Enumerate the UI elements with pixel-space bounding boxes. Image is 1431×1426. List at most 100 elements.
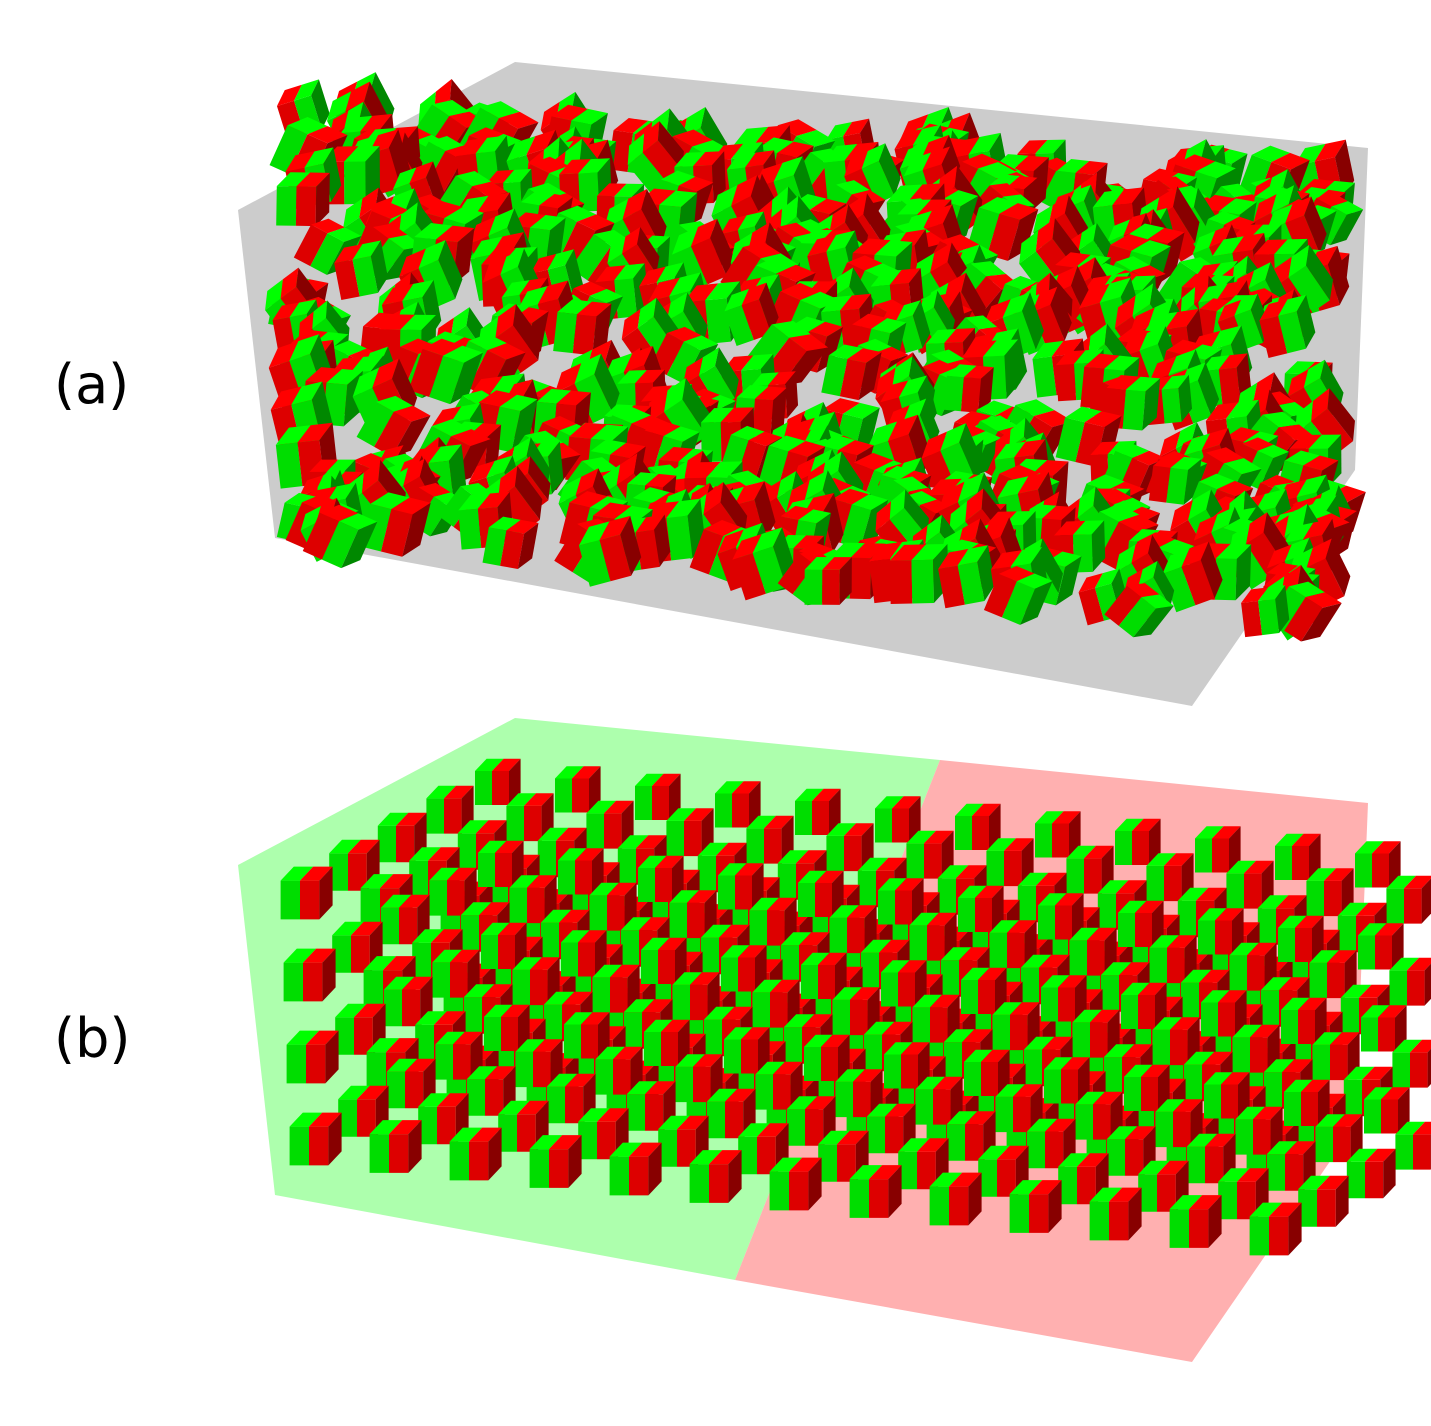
cube-top-face	[326, 482, 356, 503]
cube-top-face	[1031, 460, 1069, 476]
cube-top-face	[622, 226, 641, 254]
cube-top-face	[517, 1100, 549, 1115]
cube-top-face	[415, 1011, 447, 1025]
cube	[675, 1054, 723, 1103]
cube-front-face	[804, 569, 823, 605]
cube-side-face	[720, 482, 748, 537]
cube-top-face	[1003, 194, 1035, 208]
cube-top-face	[639, 266, 666, 287]
cube-top-face	[1010, 547, 1043, 567]
cube-top-face	[777, 141, 814, 158]
cube-top-face	[635, 369, 665, 384]
cube	[1201, 990, 1247, 1037]
cube-front-face	[457, 833, 476, 870]
cube-top-face	[999, 203, 1039, 220]
cube-top-face	[1009, 417, 1026, 449]
cube-side-face	[402, 502, 431, 557]
cube-front-face	[578, 1121, 597, 1160]
cube-top-face	[1316, 192, 1348, 207]
cube-top-face	[623, 999, 655, 1013]
cube-front-face	[983, 573, 1017, 618]
cube-top-face	[1124, 1064, 1153, 1077]
cube-top-face	[919, 290, 938, 317]
cube-top-face	[917, 1138, 949, 1152]
cube-front-face	[415, 1024, 434, 1063]
cube-front-face	[1001, 581, 1036, 625]
cube-top-face	[304, 147, 334, 168]
cube-front-face	[1115, 831, 1132, 865]
cube-top-face	[1359, 984, 1390, 998]
cube-top-face	[351, 921, 383, 936]
cube-top-face	[663, 426, 700, 442]
cube-front-face	[981, 1062, 998, 1096]
cube-front-face	[1164, 865, 1182, 902]
cube-front-face	[626, 1094, 645, 1131]
cube-top-face	[1084, 411, 1122, 427]
cube-top-face	[878, 878, 907, 891]
cube-top-face	[1175, 422, 1197, 449]
cube-top-face	[334, 244, 363, 264]
cube-top-face	[418, 91, 436, 125]
cube-front-face	[738, 1136, 757, 1175]
cube-top-face	[1131, 534, 1153, 563]
cube-front-face	[356, 401, 394, 447]
cube-top-face	[1029, 1180, 1062, 1195]
cube-top-face	[1269, 1202, 1302, 1217]
cube-top-face	[978, 1145, 1010, 1160]
cube-front-face	[777, 553, 815, 595]
cube-top-face	[986, 838, 1016, 851]
cube-top-face	[632, 487, 670, 504]
cube-top-face	[431, 419, 472, 437]
cube-front-face	[1284, 1092, 1301, 1126]
cube-front-face	[1365, 1161, 1384, 1199]
cube-top-face	[648, 464, 687, 481]
cube-top-face	[1361, 1005, 1390, 1018]
cube-front-face	[929, 1186, 949, 1226]
cube-top-face	[578, 521, 610, 546]
cube-front-face	[1244, 873, 1262, 909]
cube-side-face	[1398, 1087, 1410, 1134]
cube-front-face	[815, 883, 832, 917]
cube-top-face	[604, 800, 634, 814]
cube-top-face	[1312, 1032, 1342, 1045]
panel-a-disordered-cubes	[238, 62, 1368, 706]
cube-top-face	[458, 493, 491, 511]
cube	[1306, 868, 1354, 917]
cube-top-face	[370, 492, 410, 510]
cube-front-face	[821, 1047, 838, 1081]
cube-front-face	[405, 1071, 424, 1109]
cube-top-face	[399, 248, 426, 277]
cube-front-face	[458, 508, 482, 550]
cube-front-face	[380, 509, 413, 557]
cube-top-face	[1220, 183, 1253, 198]
cube-front-face	[1075, 1104, 1093, 1140]
cube-top-face	[481, 247, 517, 265]
cube-top-face	[889, 544, 926, 561]
cube-side-face	[683, 292, 708, 345]
cube-front-face	[635, 529, 660, 570]
cube-front-face	[703, 1019, 722, 1057]
cube-front-face	[901, 1054, 918, 1089]
cube-front-face	[1410, 1052, 1428, 1088]
cube-top-face	[352, 240, 381, 260]
cube-top-face	[1311, 388, 1330, 422]
cube-top-face	[1217, 480, 1254, 497]
cube-top-face	[1199, 969, 1230, 983]
cube-top-face	[432, 949, 462, 963]
cube-top-face	[530, 215, 566, 231]
cube-front-face	[1152, 1029, 1170, 1066]
cube-top-face	[1210, 260, 1238, 278]
cube-front-face	[1038, 905, 1055, 940]
cube-top-face	[1115, 256, 1150, 271]
cube-top-face	[627, 472, 659, 486]
cube-top-face	[429, 867, 459, 881]
cube	[1281, 997, 1327, 1044]
cube-top-face	[1381, 1087, 1410, 1100]
cube-front-face	[354, 1017, 373, 1055]
cube-front-face	[435, 1044, 453, 1080]
cube-front-face	[1041, 987, 1058, 1022]
cube-top-face	[1288, 244, 1310, 278]
cube-top-face	[1267, 544, 1292, 569]
cube	[641, 937, 687, 984]
cube-top-face	[786, 1096, 818, 1110]
